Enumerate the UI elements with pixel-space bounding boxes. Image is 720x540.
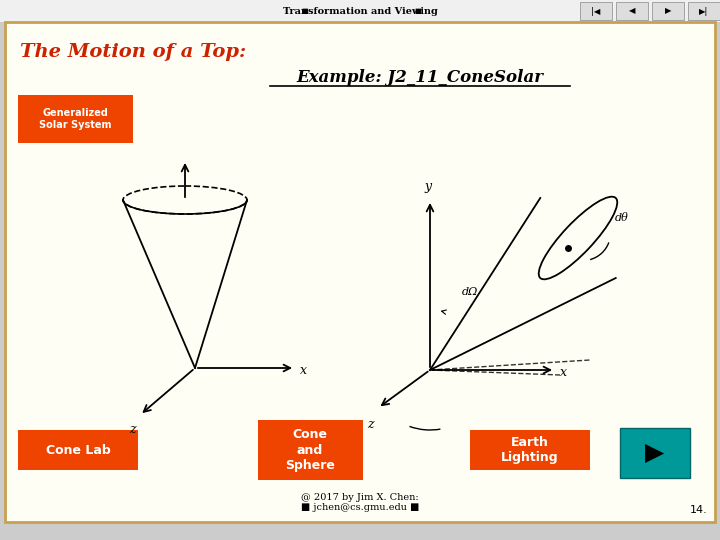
Text: ▶|: ▶| (699, 6, 708, 16)
Text: Transformation and Viewing: Transformation and Viewing (282, 6, 438, 16)
Bar (470, 430, 590, 470)
Bar (688, 2, 720, 20)
Bar (580, 2, 612, 20)
Bar (18, 430, 138, 470)
Bar (0, 0, 720, 22)
Text: Example: J2_11_ConeSolar: Example: J2_11_ConeSolar (297, 70, 544, 86)
Bar (616, 2, 648, 20)
Text: @ 2017 by Jim X. Chen:: @ 2017 by Jim X. Chen: (301, 492, 419, 502)
Text: |◀: |◀ (591, 6, 600, 16)
Text: x: x (560, 366, 567, 379)
Bar (18, 95, 133, 143)
Text: ◀: ◀ (629, 6, 635, 16)
Text: y: y (424, 180, 431, 193)
Text: ■: ■ (415, 8, 421, 14)
Text: dΩ: dΩ (462, 287, 478, 297)
Text: ■: ■ (302, 8, 308, 14)
Bar (652, 2, 684, 20)
Text: Earth
Lighting: Earth Lighting (501, 436, 559, 464)
Bar (258, 420, 363, 480)
Text: 14.: 14. (690, 505, 708, 515)
Bar (620, 428, 690, 478)
Text: dθ: dθ (615, 213, 629, 223)
Text: z: z (129, 423, 135, 436)
Text: Generalized
Solar System: Generalized Solar System (39, 108, 112, 130)
Text: Cone
and
Sphere: Cone and Sphere (285, 429, 335, 471)
Text: z: z (366, 418, 373, 431)
Text: ■ jchen@cs.gmu.edu ■: ■ jchen@cs.gmu.edu ■ (301, 503, 419, 512)
Text: Cone Lab: Cone Lab (45, 443, 110, 456)
Text: ▶: ▶ (665, 6, 671, 16)
Text: The Motion of a Top:: The Motion of a Top: (20, 43, 246, 61)
Text: ▶: ▶ (645, 441, 665, 465)
Text: x: x (300, 363, 307, 376)
